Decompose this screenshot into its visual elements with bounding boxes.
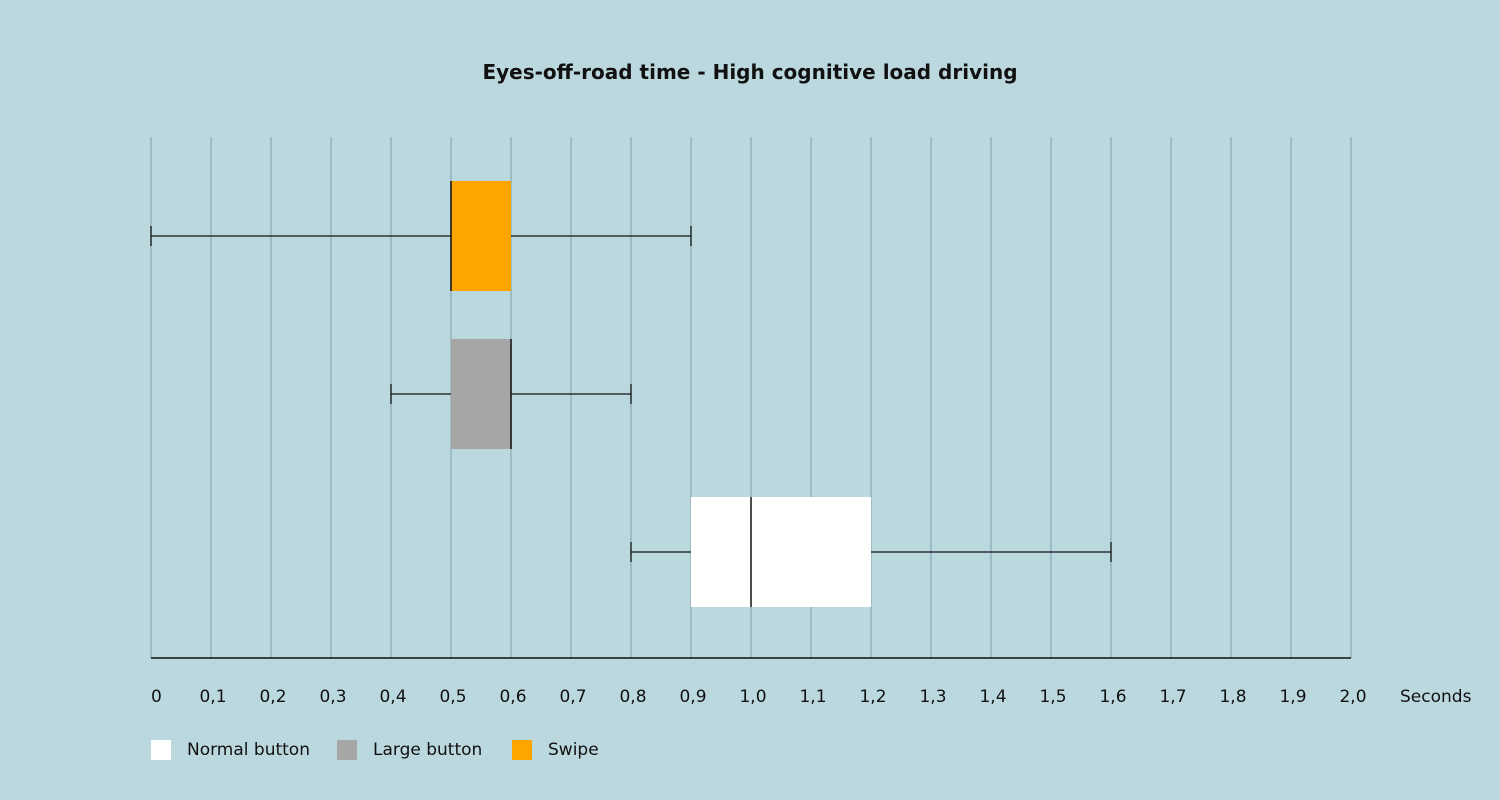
x-tick-label: 0,3 (319, 687, 346, 707)
x-tick-label: 0,5 (439, 687, 466, 707)
box-normal-button (691, 497, 871, 607)
legend-item-normal-button: Normal button (151, 740, 310, 760)
legend-swatch-swipe (512, 740, 532, 760)
x-tick-label: 1,3 (919, 687, 946, 707)
box-large-button (451, 339, 511, 449)
x-tick-label: 1,2 (859, 687, 886, 707)
legend-swatch-large (337, 740, 357, 760)
x-tick-label: 2,0 (1339, 687, 1366, 707)
x-tick-label: 0 (151, 687, 162, 707)
x-tick-label: 0,8 (619, 687, 646, 707)
legend-label: Normal button (187, 740, 310, 760)
x-tick-label: 1,6 (1099, 687, 1126, 707)
x-tick-label: 1,9 (1279, 687, 1306, 707)
x-axis-label: Seconds (1400, 687, 1472, 707)
box-swipe (451, 181, 511, 291)
x-tick-label: 0,1 (199, 687, 226, 707)
x-tick-label: 0,9 (679, 687, 706, 707)
legend-label: Large button (373, 740, 483, 760)
x-tick-label: 1,1 (799, 687, 826, 707)
legend-label: Swipe (548, 740, 599, 760)
x-tick-label: 1,5 (1039, 687, 1066, 707)
x-tick-label: 0,4 (379, 687, 406, 707)
x-tick-label: 0,7 (559, 687, 586, 707)
x-tick-label: 1,4 (979, 687, 1006, 707)
x-tick-label: 1,0 (739, 687, 766, 707)
x-tick-label: 1,7 (1159, 687, 1186, 707)
legend-swatch-normal (151, 740, 171, 760)
x-tick-label: 0,2 (259, 687, 286, 707)
x-tick-label: 0,6 (499, 687, 526, 707)
legend-item-large-button: Large button (337, 740, 482, 760)
chart-title: Eyes-off-road time - High cognitive load… (482, 60, 1018, 84)
x-tick-label: 1,8 (1219, 687, 1246, 707)
legend-item-swipe: Swipe (512, 740, 599, 760)
